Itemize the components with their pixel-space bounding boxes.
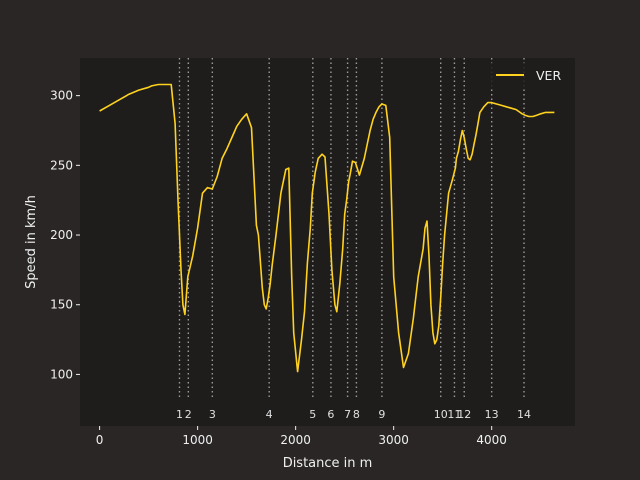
x-tick-label: 2000 xyxy=(280,433,311,447)
corner-label: 4 xyxy=(266,408,273,421)
corner-label: 3 xyxy=(209,408,216,421)
plot-area xyxy=(80,58,575,426)
legend: VER xyxy=(489,63,569,87)
corner-label: 8 xyxy=(353,408,360,421)
x-axis: 0 1000 2000 3000 4000 xyxy=(96,426,507,447)
y-axis: 100 150 200 250 300 xyxy=(50,89,80,381)
corner-label: 6 xyxy=(327,408,334,421)
series-layer xyxy=(99,83,555,373)
corner-label: 13 xyxy=(485,408,499,421)
corner-label: 10 xyxy=(434,408,448,421)
x-tick-label: 4000 xyxy=(476,433,507,447)
y-tick-label: 150 xyxy=(50,298,73,312)
corner-label: 9 xyxy=(378,408,385,421)
x-tick-label: 3000 xyxy=(378,433,409,447)
y-tick-label: 300 xyxy=(50,89,73,103)
corner-label: 12 xyxy=(457,408,471,421)
y-axis-title: Speed in km/h xyxy=(24,195,39,289)
x-tick-label: 1000 xyxy=(182,433,213,447)
y-tick-label: 250 xyxy=(50,158,73,172)
x-tick-label: 0 xyxy=(96,433,104,447)
corner-label: 2 xyxy=(185,408,192,421)
legend-label: VER xyxy=(536,68,561,83)
corner-label: 1 xyxy=(176,408,183,421)
series-line-ver xyxy=(99,83,555,373)
corner-label: 14 xyxy=(517,408,531,421)
corner-label: 7 xyxy=(344,408,351,421)
x-axis-title: Distance in m xyxy=(283,456,373,471)
y-tick-label: 200 xyxy=(50,228,73,242)
y-tick-label: 100 xyxy=(50,367,73,381)
corner-label: 11 xyxy=(447,408,461,421)
corner-label: 5 xyxy=(309,408,316,421)
